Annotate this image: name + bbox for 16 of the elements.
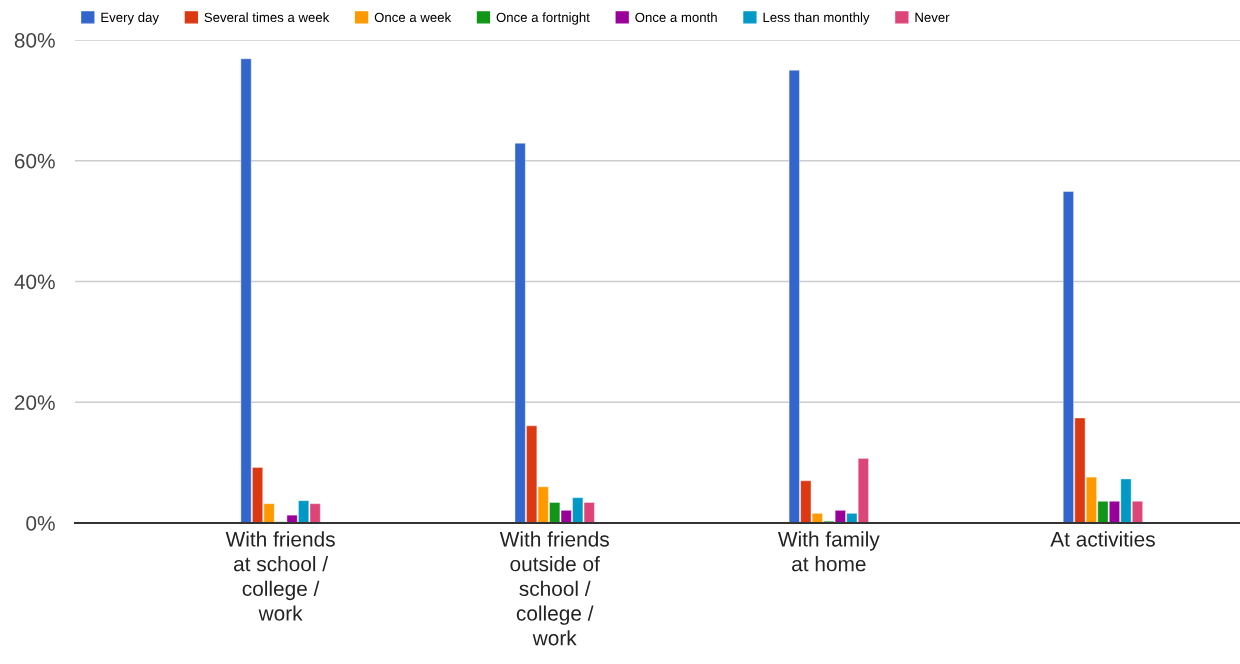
- legend-label: Once a week: [374, 12, 452, 23]
- x-tick-label: With friends outside of school / college / work: [499, 531, 609, 646]
- legend-label: Less than monthly: [763, 12, 870, 25]
- legend-label: Several times a week: [204, 12, 330, 23]
- legend-label: Once a fortnight: [496, 12, 590, 25]
- legend-label: Every day: [101, 12, 159, 25]
- legend-label: Once a month: [635, 12, 717, 23]
- x-tick-label: With family at home: [777, 531, 880, 572]
- y-tick-label: 60%: [14, 153, 55, 169]
- legend-label: Never: [915, 12, 950, 23]
- y-tick-label: 80%: [14, 33, 55, 48]
- x-tick-label: With friends at school / college / work: [225, 531, 335, 621]
- x-tick-label: At activities: [1050, 531, 1155, 547]
- y-tick-label: 20%: [14, 395, 55, 410]
- y-tick-label: 0%: [26, 516, 55, 531]
- y-tick-label: 40%: [14, 274, 55, 290]
